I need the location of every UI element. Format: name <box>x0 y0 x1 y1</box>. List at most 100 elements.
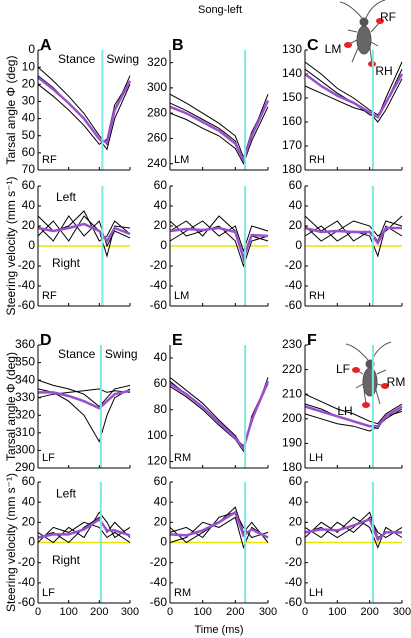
panel-letter: F <box>307 332 317 349</box>
trace <box>169 94 269 163</box>
trace <box>37 379 131 408</box>
trace <box>169 93 269 159</box>
y-axis-label: Steering velocity (mm s⁻¹) <box>4 473 18 612</box>
y-tick-label: 10 <box>22 59 36 73</box>
y-tick-label: 180 <box>282 460 302 474</box>
leg-label: LH <box>309 587 323 599</box>
annotation: Stance <box>58 347 96 361</box>
y-tick-label: 360 <box>15 337 35 351</box>
trace <box>37 388 131 443</box>
y-tick-label: 60 <box>289 474 303 488</box>
y-tick-label: 60 <box>154 178 168 192</box>
leg-label: LM <box>174 290 189 302</box>
y-tick-label: 20 <box>289 515 303 529</box>
trace <box>37 517 131 539</box>
y-tick-label: 280 <box>147 105 167 119</box>
leg-label: RM <box>174 452 191 464</box>
trace <box>37 80 131 145</box>
trace <box>169 510 269 539</box>
y-axis-label: Tarsal angle Φ (deg) <box>4 56 18 165</box>
leg-label: LM <box>174 154 189 166</box>
figure-title: Song-left <box>198 4 242 16</box>
y-tick-label: 20 <box>22 515 36 529</box>
y-tick-label: 20 <box>22 218 36 232</box>
annotation: Left <box>56 190 77 204</box>
y-axis-label: Tarsal angle Φ (deg) <box>4 352 18 461</box>
trace <box>169 380 270 452</box>
y-tick-label: -20 <box>285 555 303 569</box>
y-tick-label: 200 <box>282 411 302 425</box>
trace <box>38 389 131 410</box>
y-tick-label: 210 <box>282 386 302 400</box>
y-tick-label: 40 <box>289 198 303 212</box>
inset-label: RH <box>375 64 392 78</box>
panel-letter: A <box>40 37 52 54</box>
y-tick-label: 60 <box>22 145 36 159</box>
inset-label: LM <box>325 42 342 56</box>
y-tick-label: -20 <box>150 555 168 569</box>
y-tick-label: -40 <box>285 575 303 589</box>
y-tick-label: -20 <box>285 258 303 272</box>
x-tick-label: 0 <box>35 606 41 618</box>
leg-label: LH <box>309 452 323 464</box>
y-tick-label: 260 <box>147 131 167 145</box>
annotation: Swing <box>105 347 138 361</box>
y-tick-label: 320 <box>15 407 35 421</box>
y-tick-label: 120 <box>147 454 167 468</box>
y-tick-label: -40 <box>18 278 36 292</box>
y-tick-label: 0 <box>295 535 302 549</box>
panel-letter: C <box>307 37 319 54</box>
trace <box>304 517 402 542</box>
y-tick-label: 40 <box>22 494 36 508</box>
leg-label: LF <box>42 587 55 599</box>
x-tick-label: 0 <box>302 606 308 618</box>
y-tick-label: 170 <box>282 138 302 152</box>
trace <box>304 516 403 539</box>
leg-label: RM <box>174 587 191 599</box>
y-tick-label: 20 <box>22 76 36 90</box>
y-tick-label: 330 <box>15 390 35 404</box>
y-tick-label: 60 <box>154 474 168 488</box>
y-tick-label: 0 <box>28 535 35 549</box>
y-tick-label: 340 <box>15 372 35 386</box>
x-tick-label: 200 <box>90 606 108 618</box>
trace <box>304 405 403 428</box>
trace <box>304 78 403 123</box>
x-tick-label: 0 <box>167 606 173 618</box>
cricket-inset <box>345 341 392 408</box>
y-tick-label: -60 <box>285 298 303 312</box>
annotation: Stance <box>58 52 96 66</box>
y-tick-label: 20 <box>289 218 303 232</box>
leg-label: RH <box>309 290 325 302</box>
annotation: Left <box>56 486 77 500</box>
panel-letter: E <box>172 332 183 349</box>
y-tick-label: 30 <box>22 94 36 108</box>
x-tick-label: 300 <box>121 606 139 618</box>
leg-label: RF <box>42 154 57 166</box>
y-tick-label: 230 <box>282 337 302 351</box>
panel-letter: D <box>40 332 52 349</box>
trace <box>37 76 132 145</box>
inset-label: RF <box>380 10 396 24</box>
inset-label: LF <box>336 362 350 376</box>
y-tick-label: -60 <box>18 298 36 312</box>
y-tick-label: 40 <box>22 198 36 212</box>
inset-label: LH <box>337 404 352 418</box>
y-tick-label: 70 <box>22 162 36 176</box>
cricket-inset <box>339 0 386 67</box>
y-tick-label: -60 <box>150 595 168 609</box>
y-tick-label: 300 <box>147 80 167 94</box>
y-tick-label: 40 <box>154 494 168 508</box>
y-tick-label: -60 <box>150 298 168 312</box>
y-tick-label: 40 <box>154 198 168 212</box>
y-tick-label: -40 <box>150 575 168 589</box>
y-tick-label: 190 <box>282 436 302 450</box>
y-tick-label: 310 <box>15 425 35 439</box>
y-tick-label: 0 <box>295 238 302 252</box>
y-tick-label: 100 <box>147 428 167 442</box>
trace <box>304 215 403 242</box>
trace <box>169 106 269 165</box>
y-tick-label: -60 <box>285 595 303 609</box>
